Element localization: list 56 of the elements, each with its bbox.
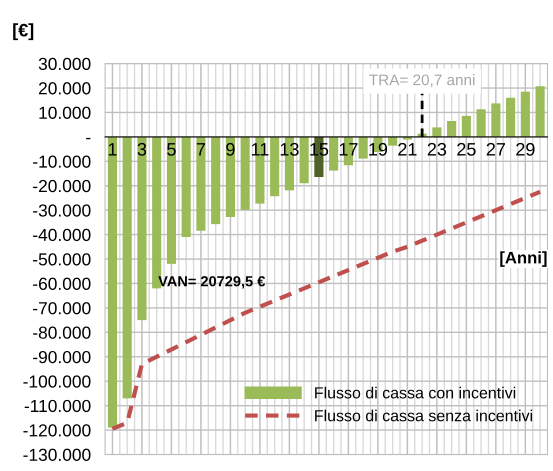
- bar: [491, 103, 500, 137]
- x-tick-label: 3: [138, 142, 146, 156]
- bar: [506, 98, 516, 137]
- x-tick-label: 21: [398, 142, 417, 156]
- x-tick-label: 23: [428, 142, 446, 156]
- bar: [240, 136, 250, 210]
- x-tick-label: 5: [167, 143, 176, 156]
- y-tick-label: -100.000: [23, 375, 91, 388]
- x-tick-label: 1: [108, 143, 117, 156]
- bar: [196, 136, 206, 231]
- bar: [182, 136, 191, 238]
- y-tick-label: -10.000: [33, 155, 91, 168]
- y-tick-label: -: [86, 138, 90, 140]
- x-tick-label: 29: [516, 142, 535, 156]
- x-axis-title: [Anni]: [500, 251, 547, 267]
- bar: [122, 136, 132, 398]
- y-tick-label: -80.000: [33, 326, 91, 339]
- y-tick-label: 10.000: [39, 106, 91, 119]
- bar: [329, 136, 338, 171]
- bar: [536, 86, 545, 137]
- y-tick-label: 20.000: [38, 82, 91, 94]
- x-tick-label: 7: [196, 143, 206, 156]
- bar: [270, 136, 280, 196]
- y-tick-label: 30.000: [38, 58, 91, 70]
- y-tick-label: -110.000: [24, 400, 91, 412]
- y-tick-label: -30.000: [33, 204, 91, 217]
- y-tick-label: -40.000: [33, 228, 91, 242]
- bar: [226, 136, 235, 218]
- x-tick-label: 17: [340, 143, 358, 156]
- y-tick-label: -50.000: [33, 253, 91, 266]
- y-axis-title: [€]: [13, 23, 34, 40]
- bar: [462, 116, 471, 137]
- legend-label: Flusso di cassa senza incentivi: [315, 410, 532, 422]
- x-tick-label: 27: [486, 142, 505, 156]
- bar: [476, 109, 486, 137]
- bar: [137, 136, 147, 320]
- bar: [211, 136, 220, 224]
- y-tick-label: -130.000: [23, 448, 91, 461]
- bar: [300, 136, 309, 184]
- annotation: TRA= 20,7 anni: [369, 74, 474, 88]
- bar: [432, 127, 442, 137]
- bar: [108, 136, 118, 428]
- y-tick-label: -20.000: [33, 180, 91, 192]
- x-tick-label: 9: [226, 142, 235, 156]
- y-tick-label: -90.000: [33, 350, 91, 364]
- y-tick-label: -70.000: [33, 302, 91, 314]
- bar: [358, 136, 368, 159]
- x-tick-label: 13: [280, 142, 299, 156]
- bar: [520, 92, 530, 137]
- bar: [447, 121, 456, 137]
- y-tick-label: -60.000: [33, 278, 91, 290]
- x-tick-label: 19: [369, 142, 388, 156]
- legend-label: Flusso di cassa con incentivi: [315, 386, 516, 398]
- y-tick-label: -120.000: [23, 424, 91, 437]
- x-tick-label: 25: [457, 142, 476, 156]
- bar: [166, 136, 176, 264]
